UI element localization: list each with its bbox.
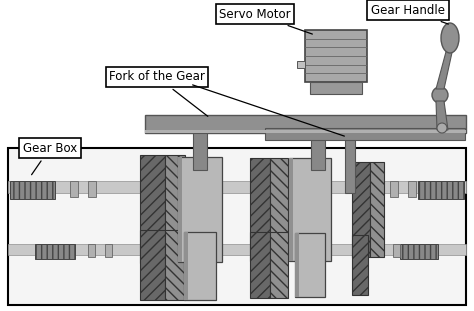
Bar xyxy=(35,244,75,259)
Bar xyxy=(289,158,331,261)
Text: Servo Motor: Servo Motor xyxy=(219,7,312,34)
Bar xyxy=(165,230,185,300)
Bar xyxy=(400,244,438,259)
Bar xyxy=(178,157,182,262)
Bar xyxy=(250,232,270,298)
Bar xyxy=(70,181,78,197)
Ellipse shape xyxy=(441,23,459,53)
Bar xyxy=(295,233,299,297)
Bar xyxy=(8,148,466,305)
Bar xyxy=(178,157,222,262)
Bar xyxy=(370,162,384,257)
Bar xyxy=(352,162,370,257)
Bar xyxy=(270,232,288,298)
Bar xyxy=(310,82,362,94)
Bar xyxy=(270,158,288,261)
Bar xyxy=(8,181,466,193)
Bar xyxy=(305,30,367,82)
Text: Gear Handle: Gear Handle xyxy=(371,3,448,24)
Bar xyxy=(88,244,95,257)
Bar xyxy=(393,244,400,257)
Polygon shape xyxy=(436,48,453,89)
Bar xyxy=(418,181,464,199)
Bar xyxy=(105,244,112,257)
Bar xyxy=(345,133,355,193)
Bar xyxy=(165,155,185,263)
Bar xyxy=(88,181,96,197)
Bar xyxy=(297,61,305,68)
Bar xyxy=(184,232,188,300)
Bar xyxy=(295,233,325,297)
Circle shape xyxy=(432,87,448,103)
Bar xyxy=(390,181,398,197)
Polygon shape xyxy=(436,101,448,130)
Bar xyxy=(352,235,368,295)
Bar xyxy=(250,158,270,261)
Bar xyxy=(193,133,207,170)
Circle shape xyxy=(437,123,447,133)
Text: Fork of the Gear: Fork of the Gear xyxy=(109,71,208,116)
Bar xyxy=(375,244,382,257)
Text: Gear Box: Gear Box xyxy=(23,142,77,175)
Bar xyxy=(311,133,325,170)
Bar xyxy=(145,115,466,133)
Bar xyxy=(265,128,465,140)
Bar xyxy=(289,158,293,261)
Bar xyxy=(140,155,165,263)
Bar xyxy=(184,232,216,300)
Bar xyxy=(140,230,165,300)
Bar xyxy=(10,181,55,199)
Bar xyxy=(145,130,466,133)
Bar xyxy=(8,244,466,255)
Bar xyxy=(408,181,416,197)
